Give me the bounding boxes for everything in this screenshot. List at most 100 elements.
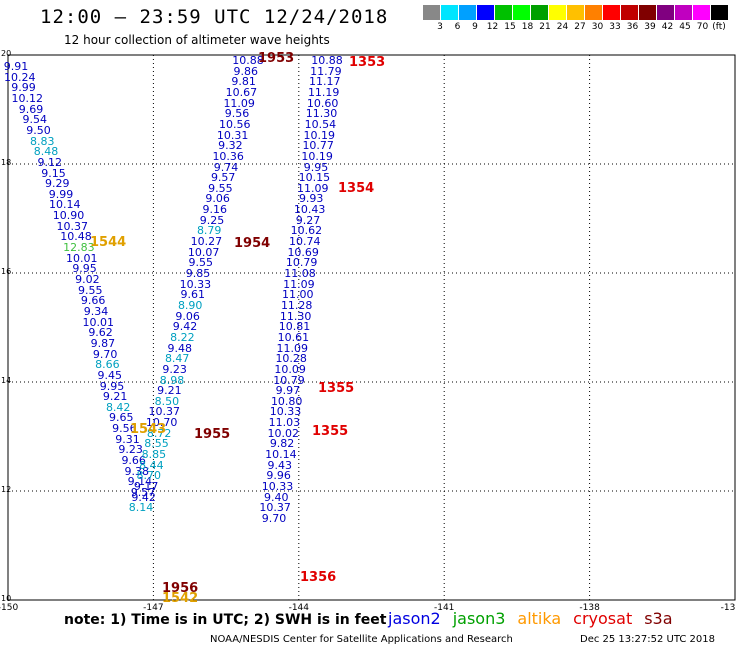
lon-tick-label: -13	[720, 603, 736, 613]
wave-height-value: 9.91	[3, 60, 29, 73]
satellite-label: s3a	[644, 609, 673, 628]
wave-height-value: 10.88	[311, 54, 343, 67]
wave-height-value: 11.30	[279, 309, 312, 323]
legend-unit: (ft)	[712, 22, 726, 32]
wave-height-value: 10.69	[287, 245, 319, 259]
wave-height-value: 10.15	[298, 171, 331, 185]
wave-height-value: 8.90	[177, 298, 203, 312]
wave-height-value: 9.62	[88, 326, 113, 340]
wave-height-value: 10.37	[56, 219, 89, 233]
wave-height-value: 9.95	[99, 379, 125, 393]
track-time-label: 1543	[130, 422, 167, 437]
credit-text: NOAA/NESDIS Center for Satellite Applica…	[210, 634, 513, 645]
wave-height-value: 11.00	[282, 288, 314, 302]
legend-tick-label: 9	[472, 22, 478, 32]
legend-swatch	[566, 5, 584, 20]
legend-swatch	[584, 5, 602, 20]
wave-height-value: 8.72	[146, 426, 172, 440]
legend-swatch	[494, 5, 512, 20]
wave-height-value: 11.79	[310, 64, 342, 78]
wave-height-value: 11.17	[309, 75, 341, 89]
legend-tick-label: 33	[609, 22, 621, 32]
wave-height-value: 10.33	[261, 480, 294, 493]
wave-height-value: 9.66	[80, 294, 106, 308]
wave-height-value: 9.29	[45, 177, 70, 191]
wave-height-value: 9.99	[48, 187, 74, 201]
page-subtitle: 12 hour collection of altimeter wave hei…	[64, 33, 330, 47]
wave-height-value: 10.61	[277, 330, 310, 344]
wave-height-value: 9.45	[97, 368, 122, 382]
wave-height-value: 11.19	[307, 85, 340, 99]
page-title: 12:00 – 23:59 UTC 12/24/2018	[40, 6, 389, 28]
wave-height-value: 8.50	[154, 394, 180, 408]
wave-height-value: 9.65	[109, 411, 134, 425]
wave-height-value: 9.99	[11, 81, 36, 95]
wave-height-value: 9.95	[303, 160, 329, 174]
satellite-label: jason2	[388, 609, 441, 628]
track-time-label: 1353	[349, 55, 386, 70]
wave-height-value: 9.02	[75, 273, 100, 286]
wave-height-value: 9.57	[210, 171, 236, 185]
wave-height-value: 10.19	[301, 149, 333, 163]
wave-height-value: 9.32	[218, 139, 243, 153]
wave-height-value: 12.83	[63, 241, 95, 255]
legend-tick-label: 42	[661, 22, 674, 32]
wave-height-value: 10.43	[293, 203, 326, 217]
lat-tick-label: 12	[1, 485, 12, 494]
track-time-label: 1954	[234, 236, 271, 251]
track-time-label: 1955	[194, 427, 231, 442]
wave-height-value: 11.09	[297, 181, 329, 195]
wave-height-value: 9.70	[92, 347, 118, 361]
wave-height-value: 9.86	[233, 64, 259, 78]
lat-tick-label: 16	[1, 267, 12, 276]
wave-height-value: 10.14	[49, 198, 81, 212]
wave-height-value: 9.42	[131, 490, 156, 504]
legend-color-bar	[422, 5, 740, 20]
wave-height-value: 9.16	[202, 203, 228, 217]
legend-swatch	[530, 5, 548, 20]
wave-height-value: 10.80	[270, 394, 303, 408]
generated-timestamp: Dec 25 13:27:52 UTC 2018	[580, 634, 715, 645]
wave-height-value: 9.40	[264, 490, 289, 504]
wave-height-value: 10.33	[179, 277, 212, 291]
wave-height-value: 10.70	[145, 416, 178, 430]
legend-tick-label: 21	[539, 22, 551, 32]
footer-note: note: 1) Time is in UTC; 2) SWH is in fe…	[64, 612, 387, 628]
legend-labels: (ft) 3 6 9 12 15 18 21 24 27 30 33 36 39 42 45 70	[422, 20, 740, 32]
wave-height-value: 9.06	[205, 192, 230, 206]
wave-height-value: 8.79	[196, 224, 222, 238]
wave-height-value: 9.54	[22, 113, 48, 127]
wave-height-value: 9.21	[102, 390, 128, 404]
track-time-label: 1956	[162, 581, 199, 596]
wave-height-value: 9.14	[127, 475, 153, 489]
lat-tick-label: 18	[1, 158, 12, 167]
track-time-label: 1542	[162, 591, 199, 606]
legend-swatch	[476, 5, 494, 20]
wave-height-value: 10.81	[278, 320, 311, 334]
wave-height-value: 9.61	[180, 288, 206, 302]
wave-height-value: 8.44	[139, 458, 164, 472]
wave-height-value: 10.48	[60, 230, 92, 244]
wave-height-value: 8.55	[144, 437, 169, 451]
wave-height-value: 10.77	[302, 139, 334, 153]
wave-height-value: 8.42	[105, 400, 131, 414]
wave-height-value: 9.31	[115, 432, 140, 446]
wave-height-value: 10.60	[306, 96, 339, 110]
wave-height-value: 9.42	[172, 320, 198, 334]
wave-height-value: 10.88	[232, 54, 264, 67]
wave-height-value: 10.27	[190, 235, 223, 249]
wave-height-value: 9.55	[78, 283, 103, 297]
satellite-label: cryosat	[573, 609, 633, 628]
wave-height-value: 9.48	[167, 341, 193, 355]
legend-swatch	[458, 5, 476, 20]
legend-tick-label: 27	[574, 22, 586, 32]
lon-tick-label: -150	[0, 603, 19, 613]
legend-swatch	[710, 5, 728, 20]
wave-height-value: 10.79	[273, 373, 305, 387]
wave-height-value: 9.23	[118, 443, 143, 457]
track-time-label: 1354	[338, 181, 375, 196]
wave-height-value: 10.01	[65, 251, 98, 265]
legend-tick-label: 3	[437, 22, 443, 32]
wave-height-value: 9.21	[157, 384, 182, 398]
wave-height-value: 10.90	[52, 209, 85, 223]
